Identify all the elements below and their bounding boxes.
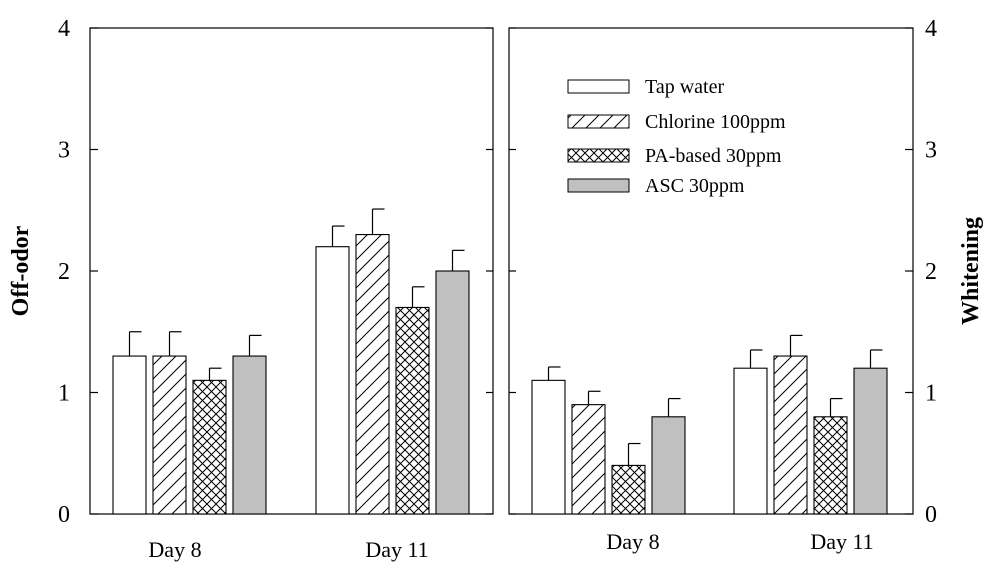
left-category-label-day8: Day 8 [148,537,201,562]
left-y-tick-label: 2 [58,259,70,285]
right-y-tick-label: 4 [925,16,937,42]
right-bar-pa-based [611,464,646,515]
left-bar-tap-water [112,355,147,515]
left-plot-frame [89,27,494,515]
legend-label-asc: ASC 30ppm [645,175,745,197]
left-y-tick-label: 0 [58,502,70,528]
legend-label-tap-water: Tap water [645,76,724,98]
right-bar-asc [651,416,686,515]
right-y-axis: 0 1 2 3 4 [509,16,937,528]
right-y-tick-label: 0 [925,502,937,528]
right-bar-asc [853,367,888,515]
right-bar-chlorine [773,355,808,515]
legend-swatch-tap-water [567,79,630,94]
left-y-tick-label: 4 [58,16,70,42]
right-y-tick-label: 3 [925,138,937,164]
left-bar-pa-based [395,306,430,515]
left-y-axis: 0 1 2 3 4 [58,16,493,528]
right-category-label-day11: Day 11 [810,529,873,554]
right-bar-chlorine [571,404,606,515]
right-bar-tap-water [531,379,566,515]
right-category-label-day8: Day 8 [606,529,659,554]
left-bar-chlorine [152,355,187,515]
legend: Tap water Chlorine 100ppm PA-based 30ppm… [567,76,786,197]
left-category-label-day11: Day 11 [365,537,428,562]
left-bar-asc [232,355,267,515]
legend-label-chlorine: Chlorine 100ppm [645,111,786,133]
left-bars [112,208,470,515]
right-y-tick-label: 1 [925,381,937,407]
right-plot-frame [508,27,914,515]
right-y-axis-title: Whitening [958,217,984,325]
left-bar-pa-based [192,379,227,515]
left-y-axis-title: Off-odor [8,225,34,316]
left-bar-chlorine [355,234,390,515]
legend-label-pa-based: PA-based 30ppm [645,145,782,167]
right-bar-tap-water [733,367,768,515]
left-bar-tap-water [315,246,350,515]
legend-swatch-asc [567,178,630,193]
right-bar-pa-based [813,416,848,515]
left-bar-asc [435,270,470,515]
legend-swatch-chlorine [567,114,630,129]
right-y-tick-label: 2 [925,259,937,285]
right-bars [531,334,888,515]
legend-swatch-pa-based [567,148,630,163]
left-y-tick-label: 3 [58,138,70,164]
right-panel: 0 1 2 3 4 Day 8 Day 11 Whitening Tap water C… [508,16,984,554]
left-y-tick-label: 1 [58,381,70,407]
left-panel: 0 1 2 3 4 Day 8 Day 11 Off-odor [8,16,494,562]
